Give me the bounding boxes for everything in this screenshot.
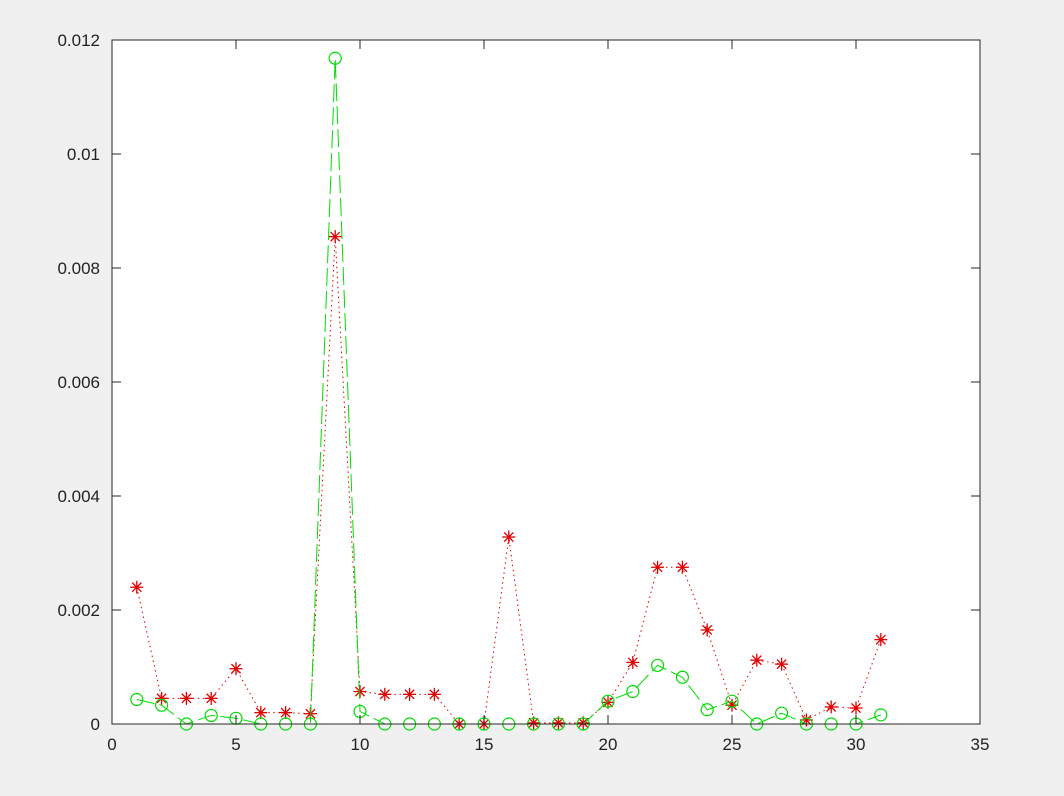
data-point-circle xyxy=(204,708,218,723)
data-point-asterisk xyxy=(775,657,789,671)
x-tick-label: 25 xyxy=(723,735,742,754)
data-point-asterisk xyxy=(675,560,689,574)
x-tick-label: 5 xyxy=(231,735,240,754)
x-tick-label: 20 xyxy=(599,735,618,754)
plot-frame xyxy=(111,39,981,725)
data-point-asterisk xyxy=(130,580,144,594)
x-tick-label: 35 xyxy=(971,735,990,754)
data-point-circle xyxy=(601,694,615,708)
data-point-asterisk xyxy=(378,687,392,701)
x-tick-label: 30 xyxy=(847,735,866,754)
data-point-asterisk xyxy=(750,653,764,667)
x-tick-label: 10 xyxy=(351,735,370,754)
data-point-asterisk xyxy=(155,691,169,705)
data-point-asterisk xyxy=(279,706,293,720)
y-tick-label: 0.004 xyxy=(57,487,100,506)
axes-layer: 0 5 10 15 20 25 30 35 0 0.002 0.004 0.006 0.008 0.01 0… xyxy=(57,31,989,754)
y-tick-label: 0 xyxy=(91,715,100,734)
data-point-circle xyxy=(626,684,640,699)
data-point-asterisk xyxy=(403,687,417,701)
data-point-circle xyxy=(650,658,665,672)
data-point-circle xyxy=(774,706,789,720)
plot-area xyxy=(112,40,980,724)
data-point-asterisk xyxy=(626,655,640,669)
y-tick-label: 0.012 xyxy=(57,31,100,50)
y-tick-label: 0.002 xyxy=(57,601,100,620)
data-point-asterisk xyxy=(229,662,243,676)
y-tick-label: 0.008 xyxy=(57,259,100,278)
series-asterisk xyxy=(130,230,888,731)
x-tick-label: 15 xyxy=(475,735,494,754)
data-point-asterisk xyxy=(700,623,714,637)
data-point-asterisk xyxy=(179,691,193,705)
data-point-asterisk xyxy=(254,706,268,720)
data-point-circle xyxy=(700,703,714,717)
data-point-asterisk xyxy=(874,633,888,647)
data-point-circle xyxy=(328,51,342,65)
x-tick-label: 0 xyxy=(107,735,116,754)
data-point-asterisk xyxy=(427,687,441,701)
data-point-asterisk xyxy=(502,530,516,544)
data-point-circle xyxy=(725,694,739,708)
data-point-asterisk xyxy=(353,685,367,699)
data-point-asterisk xyxy=(651,560,665,574)
data-point-asterisk xyxy=(328,230,342,244)
y-tick-label: 0.006 xyxy=(57,373,100,392)
data-point-asterisk xyxy=(849,701,863,715)
y-tick-label: 0.01 xyxy=(67,145,100,164)
data-point-asterisk xyxy=(204,691,218,705)
data-point-circle xyxy=(130,692,144,707)
data-point-asterisk xyxy=(824,700,838,714)
data-point-circle xyxy=(675,670,690,684)
data-point-circle xyxy=(155,698,169,712)
data-point-circle xyxy=(874,708,888,722)
